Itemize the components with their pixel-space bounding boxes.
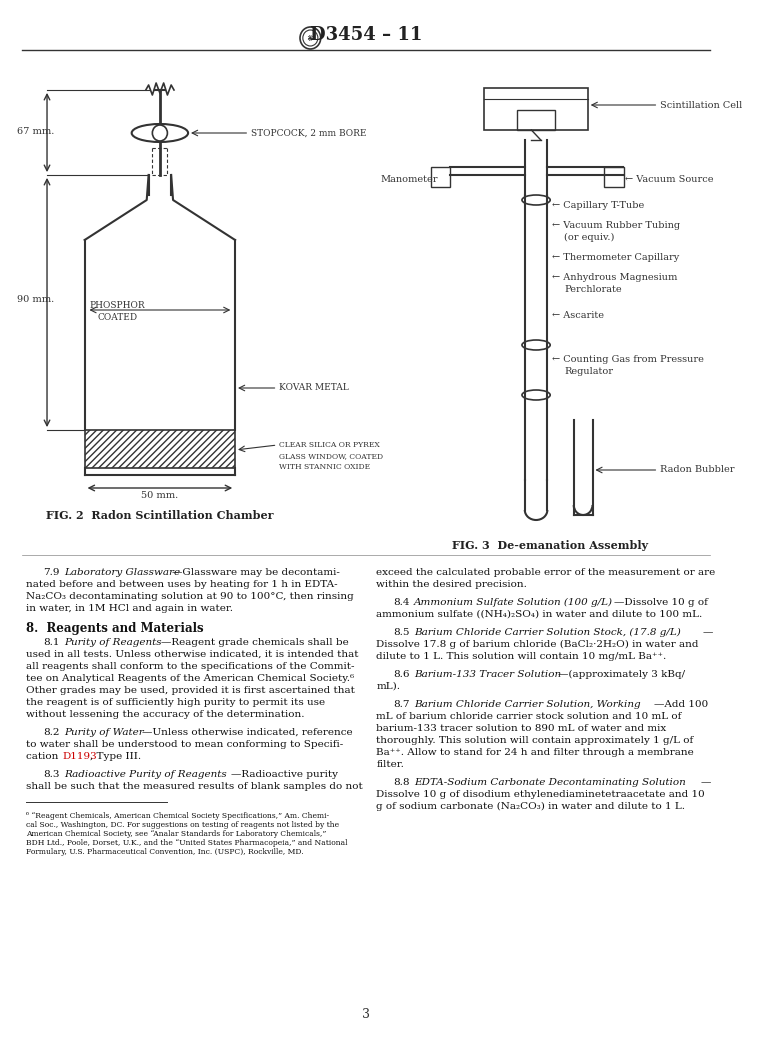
Text: BDH Ltd., Poole, Dorset, U.K., and the “United States Pharmacopeia,” and Nationa: BDH Ltd., Poole, Dorset, U.K., and the “…: [26, 839, 348, 847]
Text: —Glassware may be decontami-: —Glassware may be decontami-: [172, 568, 340, 577]
Text: 8.3: 8.3: [44, 770, 60, 779]
Text: ← Counting Gas from Pressure: ← Counting Gas from Pressure: [552, 355, 704, 364]
Bar: [485, 88, 588, 130]
Text: to water shall be understood to mean conforming to Specifi-: to water shall be understood to mean con…: [26, 740, 344, 750]
Text: Dissolve 10 g of disodium ethylenediaminetetraacetate and 10: Dissolve 10 g of disodium ethylenediamin…: [377, 790, 705, 799]
Text: 8.8: 8.8: [393, 778, 410, 787]
Text: Dissolve 17.8 g of barium chloride (BaCl₂·2H₂O) in water and: Dissolve 17.8 g of barium chloride (BaCl…: [377, 640, 699, 650]
Text: thoroughly. This solution will contain approximately 1 g/L of: thoroughly. This solution will contain a…: [377, 736, 693, 745]
Text: Radioactive Purity of Reagents: Radioactive Purity of Reagents: [64, 770, 226, 779]
Text: Regulator: Regulator: [564, 367, 613, 377]
Text: D1193: D1193: [62, 752, 96, 761]
Text: EDTA-Sodium Carbonate Decontaminating Solution: EDTA-Sodium Carbonate Decontaminating So…: [414, 778, 685, 787]
Text: cal Soc., Washington, DC. For suggestions on testing of reagents not listed by t: cal Soc., Washington, DC. For suggestion…: [26, 821, 339, 829]
Text: Ammonium Sulfate Solution (100 g/L): Ammonium Sulfate Solution (100 g/L): [414, 598, 613, 607]
Text: Barium Chloride Carrier Solution, Working: Barium Chloride Carrier Solution, Workin…: [414, 700, 640, 709]
Text: GLASS WINDOW, COATED: GLASS WINDOW, COATED: [279, 452, 384, 460]
Text: Ba⁺⁺. Allow to stand for 24 h and filter through a membrane: Ba⁺⁺. Allow to stand for 24 h and filter…: [377, 748, 694, 757]
Text: WITH STANNIC OXIDE: WITH STANNIC OXIDE: [279, 463, 370, 471]
Bar: [517, 110, 555, 130]
Text: —Reagent grade chemicals shall be: —Reagent grade chemicals shall be: [161, 638, 349, 648]
Text: Na₂CO₃ decontaminating solution at 90 to 100°C, then rinsing: Na₂CO₃ decontaminating solution at 90 to…: [26, 592, 354, 601]
Text: COATED: COATED: [97, 313, 138, 323]
Text: KOVAR METAL: KOVAR METAL: [279, 383, 349, 392]
Text: —Dissolve 10 g of: —Dissolve 10 g of: [614, 598, 708, 607]
Text: 8.6: 8.6: [393, 670, 410, 679]
Text: Barium-133 Tracer Solution: Barium-133 Tracer Solution: [414, 670, 561, 679]
Text: (or equiv.): (or equiv.): [564, 232, 615, 242]
Text: ⁶ “Reagent Chemicals, American Chemical Society Specifications,” Am. Chemi-: ⁶ “Reagent Chemicals, American Chemical …: [26, 812, 329, 820]
Bar: [85, 430, 235, 468]
Text: without lessening the accuracy of the determination.: without lessening the accuracy of the de…: [26, 710, 305, 719]
Text: ← Vacuum Source: ← Vacuum Source: [626, 175, 714, 183]
Text: —Unless otherwise indicated, reference: —Unless otherwise indicated, reference: [142, 728, 352, 737]
Text: 8.7: 8.7: [393, 700, 410, 709]
Text: 3: 3: [362, 1009, 370, 1021]
Text: Radon Bubbler: Radon Bubbler: [661, 465, 734, 475]
Text: 8.1: 8.1: [44, 638, 60, 648]
Text: mL of barium chloride carrier stock solution and 10 mL of: mL of barium chloride carrier stock solu…: [377, 712, 682, 721]
Text: —(approximately 3 kBq/: —(approximately 3 kBq/: [558, 670, 685, 679]
Text: 90 mm.: 90 mm.: [17, 296, 54, 305]
Text: ← Anhydrous Magnesium: ← Anhydrous Magnesium: [552, 274, 678, 282]
Text: mL).: mL).: [377, 682, 400, 691]
Text: ← Vacuum Rubber Tubing: ← Vacuum Rubber Tubing: [552, 221, 680, 229]
Text: Other grades may be used, provided it is first ascertained that: Other grades may be used, provided it is…: [26, 686, 356, 695]
Text: 8.2: 8.2: [44, 728, 60, 737]
Bar: [431, 167, 450, 187]
Text: STOPCOCK, 2 mm BORE: STOPCOCK, 2 mm BORE: [251, 128, 366, 137]
Text: 50 mm.: 50 mm.: [142, 490, 178, 500]
Text: —Add 100: —Add 100: [654, 700, 708, 709]
Text: FIG. 3  De-emanation Assembly: FIG. 3 De-emanation Assembly: [452, 540, 648, 551]
Text: exceed the calculated probable error of the measurement or are: exceed the calculated probable error of …: [377, 568, 716, 577]
Text: within the desired precision.: within the desired precision.: [377, 580, 527, 589]
Text: 7.9: 7.9: [44, 568, 60, 577]
Text: Scintillation Cell: Scintillation Cell: [661, 101, 742, 109]
Text: —: —: [701, 778, 711, 787]
Text: —: —: [703, 628, 713, 637]
Text: shall be such that the measured results of blank samples do not: shall be such that the measured results …: [26, 782, 363, 791]
Text: Perchlorate: Perchlorate: [564, 285, 622, 295]
Text: Barium Chloride Carrier Solution Stock, (17.8 g/L): Barium Chloride Carrier Solution Stock, …: [414, 628, 681, 637]
Text: 8.4: 8.4: [393, 598, 410, 607]
Text: Laboratory Glassware: Laboratory Glassware: [64, 568, 180, 577]
Text: tee on Analytical Reagents of the American Chemical Society.⁶: tee on Analytical Reagents of the Americ…: [26, 674, 355, 683]
Text: 8.5: 8.5: [393, 628, 410, 637]
Text: nated before and between uses by heating for 1 h in EDTA-: nated before and between uses by heating…: [26, 580, 338, 589]
Text: ← Capillary T-Tube: ← Capillary T-Tube: [552, 201, 644, 209]
Text: FIG. 2  Radon Scintillation Chamber: FIG. 2 Radon Scintillation Chamber: [46, 510, 274, 520]
Text: dilute to 1 L. This solution will contain 10 mg/mL Ba⁺⁺.: dilute to 1 L. This solution will contai…: [377, 652, 667, 661]
Text: American Chemical Society, see “Analar Standards for Laboratory Chemicals,”: American Chemical Society, see “Analar S…: [26, 830, 327, 838]
Text: CLEAR SILICA OR PYREX: CLEAR SILICA OR PYREX: [279, 441, 380, 449]
Text: in water, in 1M HCl and again in water.: in water, in 1M HCl and again in water.: [26, 604, 233, 613]
Text: g of sodium carbonate (Na₂CO₃) in water and dilute to 1 L.: g of sodium carbonate (Na₂CO₃) in water …: [377, 802, 685, 811]
Text: the reagent is of sufficiently high purity to permit its use: the reagent is of sufficiently high puri…: [26, 699, 325, 707]
Text: Purity of Reagents: Purity of Reagents: [64, 638, 162, 648]
Text: cation: cation: [26, 752, 62, 761]
Text: ← Thermometer Capillary: ← Thermometer Capillary: [552, 254, 679, 262]
Text: ammonium sulfate ((NH₄)₂SO₄) in water and dilute to 100 mL.: ammonium sulfate ((NH₄)₂SO₄) in water an…: [377, 610, 703, 619]
Text: D3454 – 11: D3454 – 11: [310, 26, 422, 44]
Text: 67 mm.: 67 mm.: [17, 127, 54, 136]
Text: all reagents shall conform to the specifications of the Commit-: all reagents shall conform to the specif…: [26, 662, 355, 671]
Text: Purity of Water: Purity of Water: [64, 728, 144, 737]
Text: used in all tests. Unless otherwise indicated, it is intended that: used in all tests. Unless otherwise indi…: [26, 650, 359, 659]
Text: ← Ascarite: ← Ascarite: [552, 310, 604, 320]
Text: filter.: filter.: [377, 760, 404, 769]
Text: barium-133 tracer solution to 890 mL of water and mix: barium-133 tracer solution to 890 mL of …: [377, 723, 667, 733]
Text: —Radioactive purity: —Radioactive purity: [231, 770, 338, 779]
Text: 8.  Reagents and Materials: 8. Reagents and Materials: [26, 623, 204, 635]
Text: Manometer: Manometer: [380, 175, 438, 183]
Text: Formulary, U.S. Pharmaceutical Convention, Inc. (USPC), Rockville, MD.: Formulary, U.S. Pharmaceutical Conventio…: [26, 848, 304, 856]
Text: PHOSPHOR: PHOSPHOR: [89, 301, 145, 309]
Text: , Type III.: , Type III.: [90, 752, 142, 761]
Bar: [604, 167, 625, 187]
